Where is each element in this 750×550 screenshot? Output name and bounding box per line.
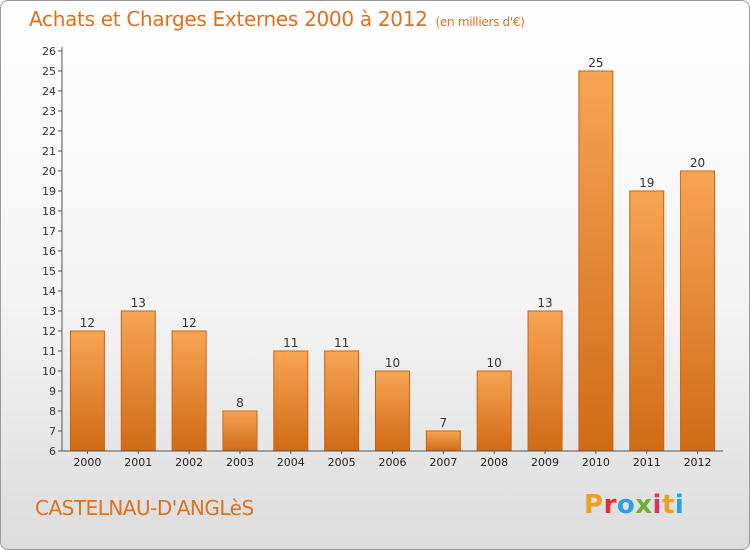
logo-letter: x	[635, 490, 653, 520]
y-tick-label-15: 15	[42, 265, 56, 278]
data-label-2009: 13	[537, 296, 552, 310]
x-tick-label-2002: 2002	[175, 456, 203, 469]
y-tick-label-23: 23	[42, 105, 56, 118]
x-tick-label-2004: 2004	[277, 456, 305, 469]
y-tick-label-13: 13	[42, 305, 56, 318]
x-tick-label-2000: 2000	[73, 456, 101, 469]
logo-letter: P	[584, 490, 604, 520]
commune-name: CASTELNAU-D'ANGLèS	[35, 496, 254, 520]
logo-letter: i	[652, 490, 662, 520]
bar-2003	[222, 410, 258, 452]
y-tick-label-18: 18	[42, 205, 56, 218]
bars-layer: 12 13 12 8 11 11 10 7 10 13 25 19 20	[69, 56, 716, 452]
chart-title-text: Achats et Charges Externes 2000 à 2012	[29, 7, 428, 31]
y-tick-label-9: 9	[49, 385, 56, 398]
data-label-2006: 10	[385, 356, 400, 370]
data-label-2000: 12	[80, 316, 95, 330]
axes: 2000 2001 2002 2003 2004 2005 2006 2007 2008 2009…	[42, 45, 723, 469]
bar-2007	[425, 430, 461, 452]
data-label-2007: 7	[440, 416, 448, 430]
data-label-2005: 11	[334, 336, 349, 350]
y-tick-label-12: 12	[42, 325, 56, 338]
y-tick-label-7: 7	[49, 425, 56, 438]
y-tick-label-14: 14	[42, 285, 56, 298]
proxiti-logo[interactable]: Proxiti	[584, 490, 684, 520]
bar-2002	[171, 330, 207, 452]
bar-2006	[375, 370, 410, 452]
bar-2010	[578, 70, 614, 452]
data-label-2003: 8	[236, 396, 244, 410]
x-tick-label-2003: 2003	[226, 456, 254, 469]
data-label-2001: 13	[131, 296, 146, 310]
logo-letter: i	[674, 490, 685, 520]
y-tick-label-6: 6	[49, 445, 56, 458]
y-tick-label-19: 19	[42, 185, 56, 198]
x-tick-label-2007: 2007	[429, 456, 457, 469]
y-tick-label-17: 17	[42, 225, 56, 238]
data-label-2008: 10	[487, 356, 502, 370]
y-tick-label-10: 10	[42, 365, 56, 378]
bar-2009	[527, 310, 563, 452]
x-tick-label-2011: 2011	[633, 456, 661, 469]
bar-2012	[680, 170, 716, 452]
y-tick-label-8: 8	[49, 405, 56, 418]
y-tick-label-16: 16	[42, 245, 56, 258]
x-tick-label-2009: 2009	[531, 456, 559, 469]
logo-letter: r	[603, 490, 617, 520]
x-tick-label-2008: 2008	[480, 456, 508, 469]
y-tick-label-26: 26	[42, 45, 56, 58]
data-label-2010: 25	[588, 56, 603, 70]
data-label-2002: 12	[181, 316, 196, 330]
chart-subtitle: (en milliers d'€)	[435, 15, 525, 29]
y-tick-label-11: 11	[42, 345, 56, 358]
data-label-2011: 19	[639, 176, 654, 190]
bar-2000	[69, 330, 105, 452]
bar-2001	[120, 310, 156, 452]
y-tick-label-21: 21	[42, 145, 56, 158]
x-tick-label-2010: 2010	[582, 456, 610, 469]
data-label-2012: 20	[690, 156, 705, 170]
bar-2008	[476, 370, 512, 452]
data-label-2004: 11	[283, 336, 298, 350]
x-tick-label-2006: 2006	[379, 456, 407, 469]
logo-letter: o	[616, 490, 636, 520]
logo-letter: t	[661, 490, 675, 520]
y-tick-label-25: 25	[42, 65, 56, 78]
x-tick-label-2005: 2005	[328, 456, 356, 469]
chart-title: Achats et Charges Externes 2000 à 2012 (e…	[29, 7, 525, 31]
x-tick-label-2001: 2001	[124, 456, 152, 469]
y-tick-label-22: 22	[42, 125, 56, 138]
bar-2011	[629, 190, 665, 452]
x-tick-label-2012: 2012	[684, 456, 712, 469]
bar-2005	[324, 350, 360, 452]
y-tick-label-20: 20	[42, 165, 56, 178]
bar-2004	[273, 350, 309, 452]
y-tick-label-24: 24	[42, 85, 56, 98]
